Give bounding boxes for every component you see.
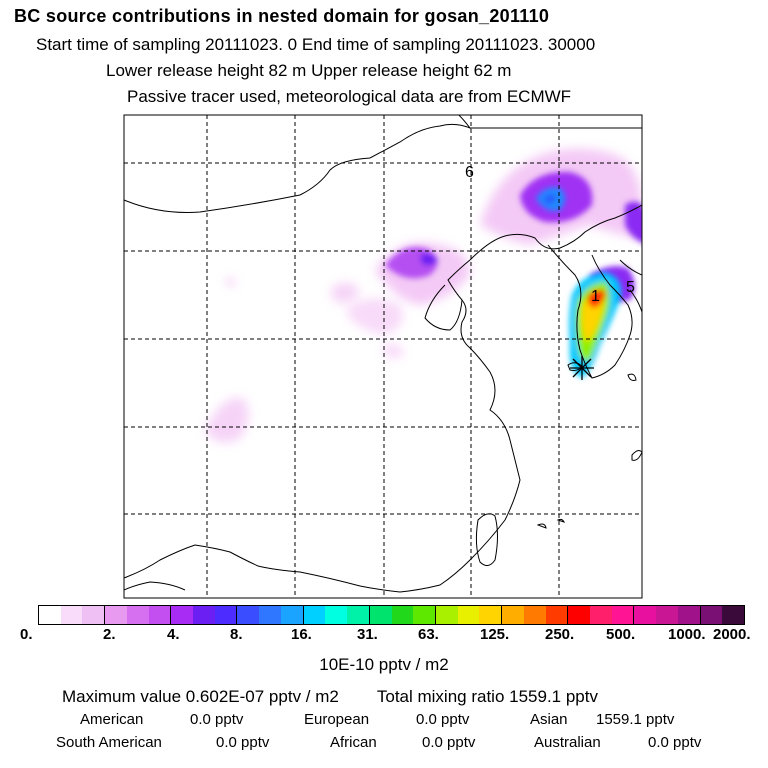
region-american-value: 0.0 pptv (190, 711, 244, 728)
release-height-line: Lower release height 82 m Upper release … (106, 61, 512, 80)
asterisk-receptor-icon (570, 356, 594, 380)
colorbar-segment (105, 606, 127, 624)
colorbar-segment (259, 606, 281, 624)
colorbar-segment (347, 606, 370, 624)
tracer-info-line: Passive tracer used, meteorological data… (127, 87, 572, 106)
region-south-american-value: 0.0 pptv (216, 734, 270, 751)
region-australian-value: 0.0 pptv (648, 734, 702, 751)
colorbar-segment (237, 606, 260, 624)
region-asian-value: 1559.1 pptv (596, 711, 675, 728)
colorbar-segment (722, 606, 744, 624)
colorbar-segment (656, 606, 678, 624)
source-contribution-map: 6 5 1 (123, 114, 643, 599)
colorbar-tick-label: 125. (480, 626, 510, 643)
colorbar-segment (303, 606, 326, 624)
colorbar-segment (126, 606, 149, 624)
colorbar-tick-label: 2. (103, 626, 116, 643)
colorbar-unit: 10E-10 pptv / m2 (319, 655, 449, 674)
marker-1: 1 (591, 288, 600, 305)
colorbar-segment (502, 606, 524, 624)
colorbar-segment (280, 606, 304, 624)
summary-line: Maximum value 0.602E-07 pptv / m2 Total m… (62, 687, 598, 707)
region-asian-name: Asian (530, 711, 568, 728)
colorbar-tick-label: 31. (357, 626, 378, 643)
colorbar-segment (568, 606, 590, 624)
colorbar-segment (171, 606, 194, 624)
colorbar-tick-label: 63. (418, 626, 439, 643)
region-african-name: African (330, 734, 377, 751)
region-american-name: American (80, 711, 144, 728)
colorbar-segment (82, 606, 106, 624)
region-australian-name: Australian (534, 734, 601, 751)
colorbar-tick-label: 0. (20, 626, 33, 643)
colorbar-tick-label: 2000. (713, 626, 751, 643)
colorbar-tick-label: 4. (167, 626, 180, 643)
plot-title: BC source contributions in nested domain… (14, 6, 550, 26)
colorbar-segment (611, 606, 635, 624)
coastlines (124, 115, 642, 593)
colorbar-segment (435, 606, 458, 624)
colorbar-segment (457, 606, 480, 624)
colorbar-segment (545, 606, 569, 624)
total-mixing-ratio: Total mixing ratio 1559.1 pptv (376, 687, 598, 706)
colorbar-segment (479, 606, 503, 624)
sampling-time-line: Start time of sampling 20111023. 0 End t… (36, 35, 596, 54)
colorbar-segment (214, 606, 238, 624)
colorbar-segment (60, 606, 83, 624)
lat-lon-grid (124, 115, 642, 598)
max-value: Maximum value 0.602E-07 pptv / m2 (62, 687, 339, 706)
colorbar-segment (193, 606, 215, 624)
map-frame (123, 114, 643, 599)
colorbar-segment (39, 606, 61, 624)
region-european-value: 0.0 pptv (416, 711, 470, 728)
marker-5: 5 (626, 279, 635, 296)
colorbar-segment (391, 606, 414, 624)
marker-6: 6 (465, 164, 474, 181)
region-european-name: European (304, 711, 370, 728)
colorbar-tick-label: 250. (545, 626, 575, 643)
colorbar-segment (677, 606, 701, 624)
colorbar-segment (700, 606, 723, 624)
colorbar-tick-label: 1000. (668, 626, 706, 643)
colorbar-segment (523, 606, 546, 624)
region-south-american-name: South American (56, 734, 162, 751)
colorbar-tick-label: 500. (606, 626, 636, 643)
colorbar-segment (413, 606, 436, 624)
colorbar-segment (634, 606, 657, 624)
colorbar-segment (325, 606, 348, 624)
colorbar-segment (369, 606, 392, 624)
colorbar (38, 605, 745, 625)
colorbar-tick-label: 16. (291, 626, 312, 643)
region-african-value: 0.0 pptv (422, 734, 476, 751)
colorbar-tick-label: 8. (230, 626, 243, 643)
colorbar-segment (589, 606, 612, 624)
colorbar-segment (148, 606, 172, 624)
